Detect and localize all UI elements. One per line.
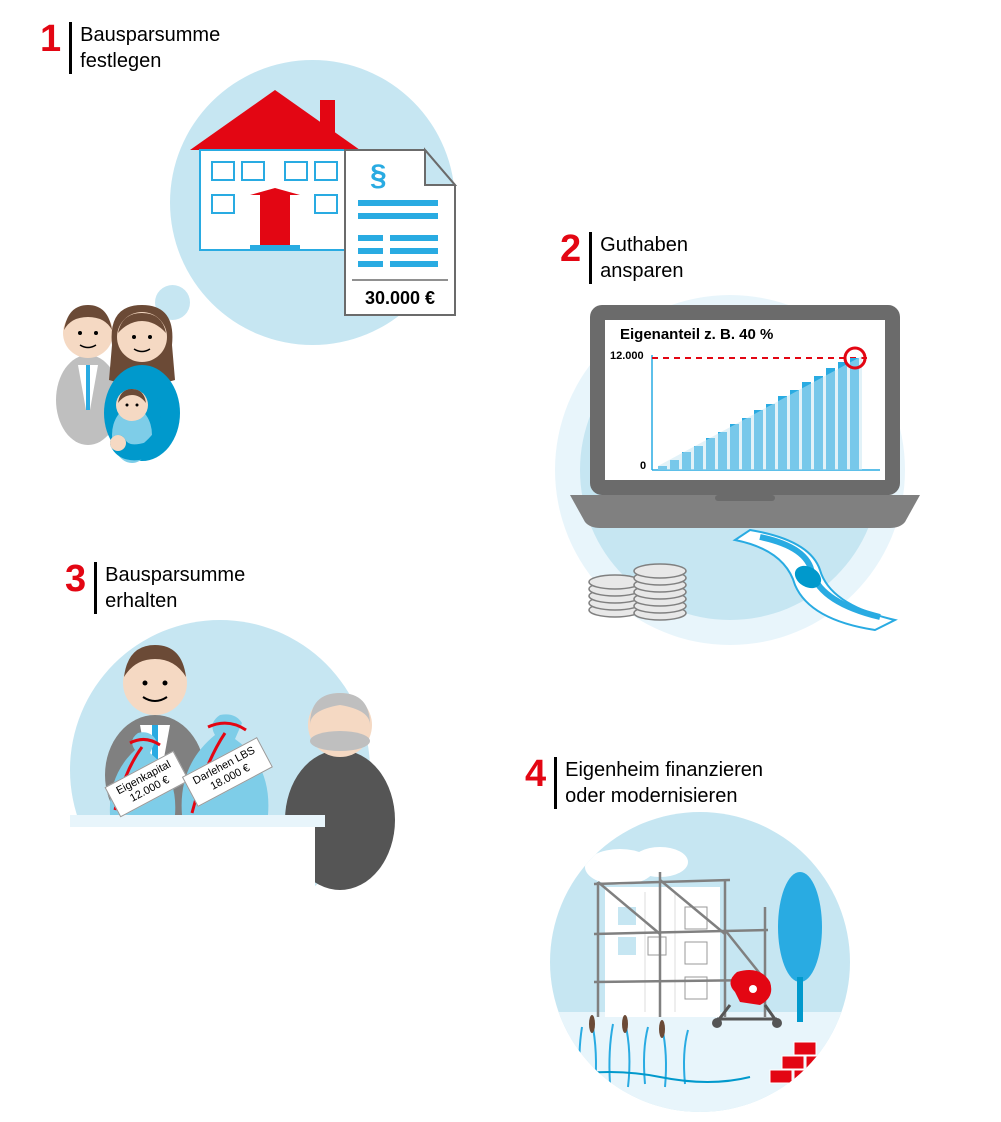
step-2-title: Guthaben ansparen — [600, 232, 688, 284]
savings-chart: Eigenanteil z. B. 40 % 12.000 0 — [610, 322, 885, 477]
step-3-number: 3 — [65, 560, 86, 598]
banknote-icon — [730, 525, 910, 635]
step-2-illustration: Eigenanteil z. B. 40 % 12.000 0 — [530, 300, 950, 640]
step-2-divider — [589, 232, 592, 284]
step-2-header: 2 Guthaben ansparen — [560, 230, 688, 284]
step-2-number: 2 — [560, 230, 581, 268]
step-3-header: 3 Bausparsumme erhalten — [65, 560, 245, 614]
step-3-illustration: Eigenkapital 12.000 € Darlehen LBS 18.00… — [60, 615, 420, 935]
family-icon — [50, 295, 210, 465]
step-3-title: Bausparsumme erhalten — [105, 562, 245, 614]
step-4-header: 4 Eigenheim finanzieren oder modernisier… — [525, 755, 763, 809]
contract-document: § 30.000 € — [340, 145, 460, 320]
step-3: 3 Bausparsumme erhalten — [65, 560, 245, 614]
step-4-illustration — [545, 812, 865, 1122]
svg-text:§: § — [370, 159, 387, 192]
step-1-illustration: § 30.000 € — [50, 60, 470, 440]
step-4: 4 Eigenheim finanzieren oder modernisier… — [525, 755, 763, 809]
step-2: 2 Guthaben ansparen — [560, 230, 688, 284]
coins-icon — [585, 555, 695, 625]
step-4-title: Eigenheim finanzieren oder modernisieren — [565, 757, 763, 809]
step-4-divider — [554, 757, 557, 809]
document-amount: 30.000 € — [340, 288, 460, 309]
step-3-divider — [94, 562, 97, 614]
step-1-number: 1 — [40, 20, 61, 58]
step-4-number: 4 — [525, 755, 546, 793]
bg-circle-4 — [550, 812, 850, 1112]
